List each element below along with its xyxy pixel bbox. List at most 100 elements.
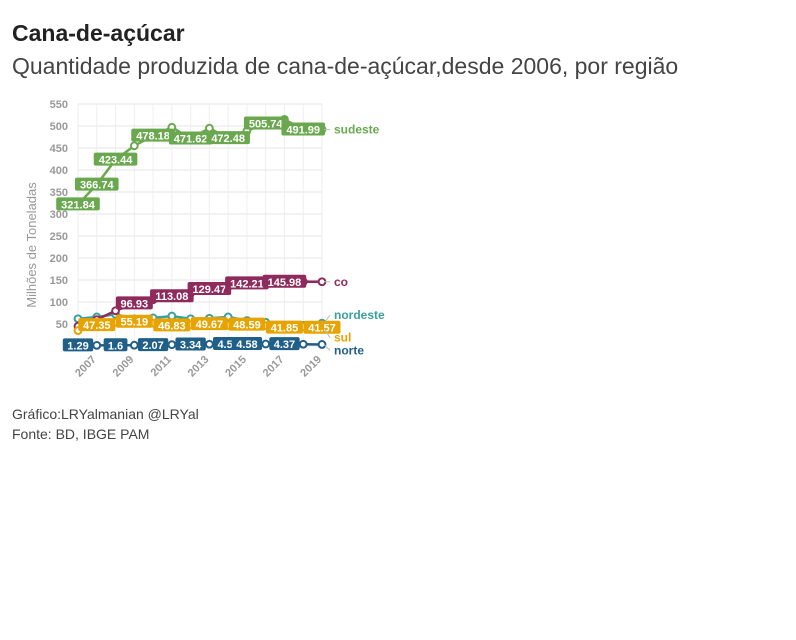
data-label-bg — [175, 337, 206, 351]
series-norte: 1.29 1.6 2.07 3.34 4.564.58 4.37 norte — [62, 336, 364, 357]
data-label-bg — [137, 338, 169, 352]
data-label-text: 491.99 — [286, 125, 320, 137]
data-label-bg — [262, 274, 307, 288]
data-label-text: 4.58 — [236, 339, 257, 351]
data-label: 491.99 — [281, 122, 326, 137]
data-label-bg — [131, 128, 175, 142]
data-label: 41.85 — [265, 320, 303, 335]
data-label: 471.62 — [168, 131, 213, 145]
data-label: 505.74 — [243, 116, 288, 130]
y-tick-label: 400 — [50, 165, 68, 177]
y-tick-label: 500 — [50, 121, 68, 133]
data-label: 423.44 — [93, 152, 138, 167]
x-tick-label: 2015 — [223, 354, 249, 380]
data-point — [298, 339, 308, 349]
data-label: 47.35 — [78, 318, 116, 332]
data-label: 4.37 — [269, 337, 300, 351]
data-label-text: 96.93 — [121, 298, 149, 310]
y-tick-label: 50 — [56, 319, 68, 331]
data-label-bg — [187, 282, 232, 296]
data-label-bg — [281, 122, 326, 136]
end-label-leader — [323, 344, 331, 351]
data-label-text: 3.34 — [180, 340, 202, 352]
data-label-bg — [62, 338, 94, 352]
data-label-text: 471.62 — [174, 133, 208, 145]
data-label-text: 1.6 — [108, 340, 123, 352]
data-label-bg — [115, 314, 153, 328]
data-label: 1.29 — [62, 338, 94, 352]
data-label: 55.19 — [115, 314, 153, 329]
data-label-bg — [303, 320, 341, 334]
data-label: 46.83 — [153, 318, 191, 332]
data-label-bg — [153, 318, 191, 332]
data-label-text: 4.37 — [274, 339, 295, 351]
data-label-bg — [228, 317, 266, 331]
data-label: 145.98 — [262, 274, 307, 289]
data-label-text: 321.84 — [61, 199, 96, 211]
data-label-bg — [168, 131, 213, 145]
x-tick-label: 2013 — [186, 354, 212, 380]
data-label-bg — [243, 116, 288, 130]
x-tick-label: 2009 — [111, 354, 137, 380]
series-end-label: sudeste — [334, 123, 380, 137]
end-label-leader — [323, 327, 331, 338]
y-tick-label: 150 — [50, 275, 68, 287]
x-tick-label: 2007 — [73, 354, 99, 380]
chart-title: Cana-de-açúcar — [12, 20, 185, 46]
data-label: 113.08 — [150, 289, 194, 303]
y-tick-label: 350 — [50, 187, 68, 199]
data-label-bg — [78, 318, 116, 332]
y-tick-label: 300 — [50, 209, 68, 221]
data-label: 1.6 — [103, 338, 128, 352]
data-label-text: 49.67 — [196, 319, 224, 331]
data-label: 4.58 — [231, 336, 263, 351]
series-end-label: norte — [334, 343, 364, 357]
data-label-bg — [74, 177, 119, 191]
chart-caption: Gráfico:LRYalmanian @LRYal — [12, 406, 199, 422]
x-tick-label: 2017 — [261, 354, 287, 380]
data-point — [204, 123, 214, 133]
data-label-text: 478.18 — [136, 131, 170, 143]
data-label: 49.67 — [190, 317, 228, 331]
chart-subtitle: Quantidade produzida de cana-de-açúcar,d… — [12, 53, 679, 79]
data-label-bg — [231, 336, 263, 350]
data-label-text: 46.83 — [158, 320, 186, 332]
x-tick-label: 2011 — [149, 354, 174, 379]
data-label-text: 41.57 — [308, 323, 336, 335]
data-label: 129.47 — [187, 282, 232, 296]
data-label-bg — [190, 317, 228, 331]
data-label: 472.48 — [206, 131, 250, 145]
data-label-text: 2.07 — [142, 340, 163, 352]
x-tick-labels: 2007 2009 2011 2013 2015 2017 2019 — [73, 354, 324, 380]
y-axis-title: Milhões de Toneladas — [24, 182, 39, 308]
data-label: 142.21 — [225, 276, 269, 290]
data-label-bg — [206, 131, 250, 145]
data-label-text: 47.35 — [83, 320, 111, 332]
data-point — [129, 340, 139, 350]
y-tick-label: 200 — [50, 253, 68, 265]
data-label-bg — [115, 296, 153, 310]
data-label-bg — [269, 337, 300, 351]
series-end-label: co — [334, 275, 348, 289]
data-label-bg — [225, 276, 269, 290]
data-point — [204, 339, 214, 349]
data-label: 41.57 — [303, 320, 341, 335]
data-label: 2.07 — [137, 338, 169, 352]
data-point — [261, 339, 271, 349]
data-point — [92, 340, 102, 350]
data-label-text: 472.48 — [211, 133, 245, 145]
data-label-bg — [93, 152, 138, 166]
data-label: 48.59 — [228, 317, 266, 332]
data-label: 96.93 — [115, 296, 153, 310]
series-end-label: sul — [334, 331, 351, 345]
data-point — [129, 141, 139, 151]
data-label-text: 423.44 — [99, 155, 134, 167]
data-label-text: 366.74 — [80, 180, 115, 192]
data-label-bg — [150, 289, 194, 303]
data-label: 478.18 — [131, 128, 175, 143]
data-label-text: 41.85 — [271, 323, 299, 335]
y-tick-label: 100 — [50, 297, 68, 309]
data-label-text: 129.47 — [193, 284, 227, 296]
